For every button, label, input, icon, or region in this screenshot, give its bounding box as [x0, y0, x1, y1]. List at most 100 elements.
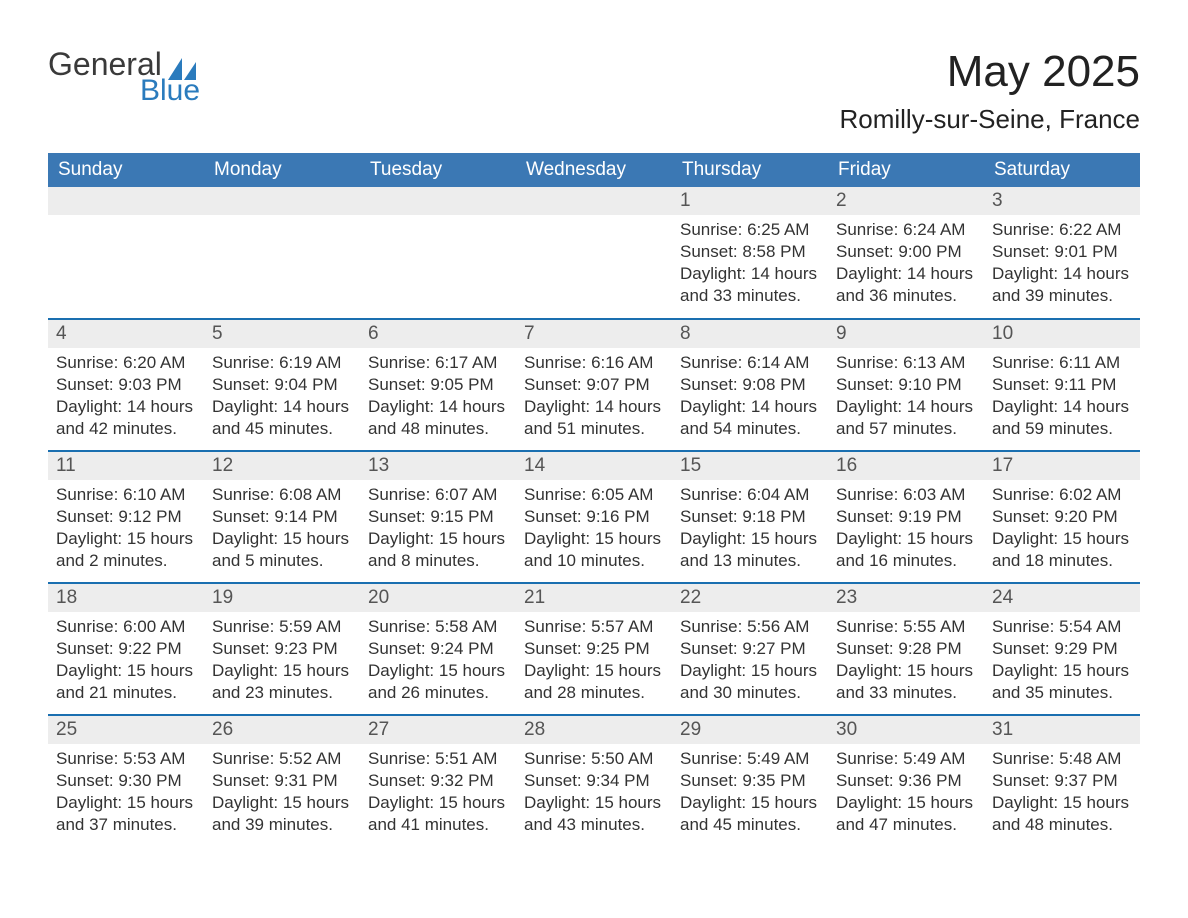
calendar-header: SundayMondayTuesdayWednesdayThursdayFrid…: [48, 153, 1140, 187]
calendar-cell: 12Sunrise: 6:08 AMSunset: 9:14 PMDayligh…: [204, 451, 360, 583]
sunset-line: Sunset: 9:00 PM: [836, 241, 976, 263]
sunset-line: Sunset: 9:24 PM: [368, 638, 508, 660]
brand-line-1: General: [48, 48, 200, 80]
sunset-line: Sunset: 9:01 PM: [992, 241, 1132, 263]
sunset-line: Sunset: 9:36 PM: [836, 770, 976, 792]
day-body: Sunrise: 5:50 AMSunset: 9:34 PMDaylight:…: [516, 744, 672, 842]
calendar-week: 25Sunrise: 5:53 AMSunset: 9:30 PMDayligh…: [48, 715, 1140, 847]
day-number: 25: [48, 716, 204, 744]
calendar-cell: 3Sunrise: 6:22 AMSunset: 9:01 PMDaylight…: [984, 187, 1140, 319]
day-body: Sunrise: 5:49 AMSunset: 9:35 PMDaylight:…: [672, 744, 828, 842]
sunset-line: Sunset: 9:19 PM: [836, 506, 976, 528]
calendar-cell: [204, 187, 360, 319]
sunrise-line: Sunrise: 5:58 AM: [368, 616, 508, 638]
daylight-line: Daylight: 15 hours and 33 minutes.: [836, 660, 976, 704]
daylight-line: Daylight: 15 hours and 35 minutes.: [992, 660, 1132, 704]
sunrise-line: Sunrise: 6:00 AM: [56, 616, 196, 638]
daylight-line: Daylight: 15 hours and 30 minutes.: [680, 660, 820, 704]
calendar-week: 18Sunrise: 6:00 AMSunset: 9:22 PMDayligh…: [48, 583, 1140, 715]
sunrise-line: Sunrise: 5:49 AM: [836, 748, 976, 770]
sunrise-line: Sunrise: 6:13 AM: [836, 352, 976, 374]
daylight-line: Daylight: 15 hours and 43 minutes.: [524, 792, 664, 836]
sunrise-line: Sunrise: 5:59 AM: [212, 616, 352, 638]
calendar-cell: 31Sunrise: 5:48 AMSunset: 9:37 PMDayligh…: [984, 715, 1140, 847]
sunrise-line: Sunrise: 6:25 AM: [680, 219, 820, 241]
day-number: 10: [984, 320, 1140, 348]
day-number: 21: [516, 584, 672, 612]
calendar-cell: 18Sunrise: 6:00 AMSunset: 9:22 PMDayligh…: [48, 583, 204, 715]
calendar-cell: 14Sunrise: 6:05 AMSunset: 9:16 PMDayligh…: [516, 451, 672, 583]
page-title: May 2025: [839, 48, 1140, 96]
calendar-cell: 22Sunrise: 5:56 AMSunset: 9:27 PMDayligh…: [672, 583, 828, 715]
sunset-line: Sunset: 9:03 PM: [56, 374, 196, 396]
sunset-line: Sunset: 9:35 PM: [680, 770, 820, 792]
day-body: Sunrise: 5:49 AMSunset: 9:36 PMDaylight:…: [828, 744, 984, 842]
daylight-line: Daylight: 15 hours and 5 minutes.: [212, 528, 352, 572]
day-number: 5: [204, 320, 360, 348]
daylight-line: Daylight: 14 hours and 59 minutes.: [992, 396, 1132, 440]
daylight-line: Daylight: 15 hours and 39 minutes.: [212, 792, 352, 836]
day-number: 30: [828, 716, 984, 744]
day-number: 2: [828, 187, 984, 215]
calendar-cell: 28Sunrise: 5:50 AMSunset: 9:34 PMDayligh…: [516, 715, 672, 847]
sunset-line: Sunset: 9:34 PM: [524, 770, 664, 792]
daylight-line: Daylight: 15 hours and 41 minutes.: [368, 792, 508, 836]
day-number: 8: [672, 320, 828, 348]
sunset-line: Sunset: 9:30 PM: [56, 770, 196, 792]
sunrise-line: Sunrise: 6:04 AM: [680, 484, 820, 506]
sunrise-line: Sunrise: 6:14 AM: [680, 352, 820, 374]
sunset-line: Sunset: 9:37 PM: [992, 770, 1132, 792]
calendar-cell: [48, 187, 204, 319]
sunrise-line: Sunrise: 6:22 AM: [992, 219, 1132, 241]
day-body: Sunrise: 6:24 AMSunset: 9:00 PMDaylight:…: [828, 215, 984, 313]
day-body: Sunrise: 6:20 AMSunset: 9:03 PMDaylight:…: [48, 348, 204, 446]
day-number: 18: [48, 584, 204, 612]
day-number: 27: [360, 716, 516, 744]
sunrise-line: Sunrise: 5:50 AM: [524, 748, 664, 770]
calendar-cell: 6Sunrise: 6:17 AMSunset: 9:05 PMDaylight…: [360, 319, 516, 451]
day-number: 28: [516, 716, 672, 744]
calendar-cell: 9Sunrise: 6:13 AMSunset: 9:10 PMDaylight…: [828, 319, 984, 451]
sunrise-line: Sunrise: 5:48 AM: [992, 748, 1132, 770]
calendar-cell: [360, 187, 516, 319]
sunset-line: Sunset: 9:32 PM: [368, 770, 508, 792]
calendar-cell: 1Sunrise: 6:25 AMSunset: 8:58 PMDaylight…: [672, 187, 828, 319]
calendar-cell: 29Sunrise: 5:49 AMSunset: 9:35 PMDayligh…: [672, 715, 828, 847]
day-body: Sunrise: 5:51 AMSunset: 9:32 PMDaylight:…: [360, 744, 516, 842]
sunset-line: Sunset: 9:29 PM: [992, 638, 1132, 660]
brand-logo: General Blue: [48, 48, 200, 106]
sunrise-line: Sunrise: 6:02 AM: [992, 484, 1132, 506]
calendar-table: SundayMondayTuesdayWednesdayThursdayFrid…: [48, 153, 1140, 847]
calendar-cell: 15Sunrise: 6:04 AMSunset: 9:18 PMDayligh…: [672, 451, 828, 583]
calendar-cell: 17Sunrise: 6:02 AMSunset: 9:20 PMDayligh…: [984, 451, 1140, 583]
sunrise-line: Sunrise: 5:49 AM: [680, 748, 820, 770]
sunrise-line: Sunrise: 6:03 AM: [836, 484, 976, 506]
day-body: Sunrise: 6:05 AMSunset: 9:16 PMDaylight:…: [516, 480, 672, 578]
day-body: Sunrise: 6:19 AMSunset: 9:04 PMDaylight:…: [204, 348, 360, 446]
sunset-line: Sunset: 8:58 PM: [680, 241, 820, 263]
title-block: May 2025 Romilly-sur-Seine, France: [839, 48, 1140, 135]
day-body: Sunrise: 6:22 AMSunset: 9:01 PMDaylight:…: [984, 215, 1140, 313]
calendar-cell: 16Sunrise: 6:03 AMSunset: 9:19 PMDayligh…: [828, 451, 984, 583]
day-number: 24: [984, 584, 1140, 612]
sunset-line: Sunset: 9:11 PM: [992, 374, 1132, 396]
weekday-header: Monday: [204, 153, 360, 187]
weekday-header: Thursday: [672, 153, 828, 187]
calendar-cell: 13Sunrise: 6:07 AMSunset: 9:15 PMDayligh…: [360, 451, 516, 583]
calendar-cell: 24Sunrise: 5:54 AMSunset: 9:29 PMDayligh…: [984, 583, 1140, 715]
day-body: Sunrise: 5:55 AMSunset: 9:28 PMDaylight:…: [828, 612, 984, 710]
calendar-cell: 25Sunrise: 5:53 AMSunset: 9:30 PMDayligh…: [48, 715, 204, 847]
calendar-week: 11Sunrise: 6:10 AMSunset: 9:12 PMDayligh…: [48, 451, 1140, 583]
sunset-line: Sunset: 9:07 PM: [524, 374, 664, 396]
sunrise-line: Sunrise: 5:57 AM: [524, 616, 664, 638]
sunrise-line: Sunrise: 5:55 AM: [836, 616, 976, 638]
sunset-line: Sunset: 9:16 PM: [524, 506, 664, 528]
calendar-body: 1Sunrise: 6:25 AMSunset: 8:58 PMDaylight…: [48, 187, 1140, 847]
day-body: Sunrise: 6:25 AMSunset: 8:58 PMDaylight:…: [672, 215, 828, 313]
daylight-line: Daylight: 15 hours and 10 minutes.: [524, 528, 664, 572]
calendar-cell: 19Sunrise: 5:59 AMSunset: 9:23 PMDayligh…: [204, 583, 360, 715]
daylight-line: Daylight: 15 hours and 16 minutes.: [836, 528, 976, 572]
sunrise-line: Sunrise: 6:07 AM: [368, 484, 508, 506]
day-body: Sunrise: 6:08 AMSunset: 9:14 PMDaylight:…: [204, 480, 360, 578]
daylight-line: Daylight: 15 hours and 23 minutes.: [212, 660, 352, 704]
